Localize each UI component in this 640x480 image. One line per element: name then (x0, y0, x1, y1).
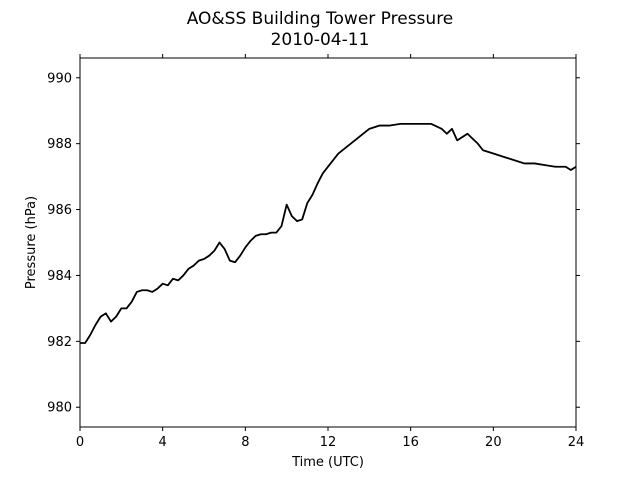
x-tick-label-2: 8 (241, 435, 249, 450)
y-tick-label-4: 988 (47, 137, 72, 152)
x-tick-label-1: 4 (159, 435, 167, 450)
tick-labels: 0 4 8 12 16 20 24 980 982 984 986 988 990 (47, 71, 584, 450)
pressure-line (80, 122, 577, 344)
y-tick-label-3: 986 (47, 203, 72, 218)
plot-frame (79, 57, 577, 428)
x-tick-label-3: 12 (320, 435, 337, 450)
y-axis-label: Pressure (hPa) (24, 196, 39, 289)
chart-subtitle: 2010-04-11 (271, 30, 370, 50)
x-tick-label-5: 20 (485, 435, 502, 450)
y-tick-label-0: 980 (47, 401, 72, 416)
x-tick-label-6: 24 (568, 435, 585, 450)
x-axis-label: Time (UTC) (291, 455, 364, 470)
y-tick-label-5: 990 (47, 71, 72, 86)
x-tick-label-0: 0 (76, 435, 84, 450)
y-tick-label-1: 982 (47, 335, 72, 350)
chart-title: AO&SS Building Tower Pressure (187, 9, 454, 29)
x-tick-label-4: 16 (402, 435, 419, 450)
axis-ticks (76, 54, 580, 431)
y-tick-label-2: 984 (47, 269, 72, 284)
